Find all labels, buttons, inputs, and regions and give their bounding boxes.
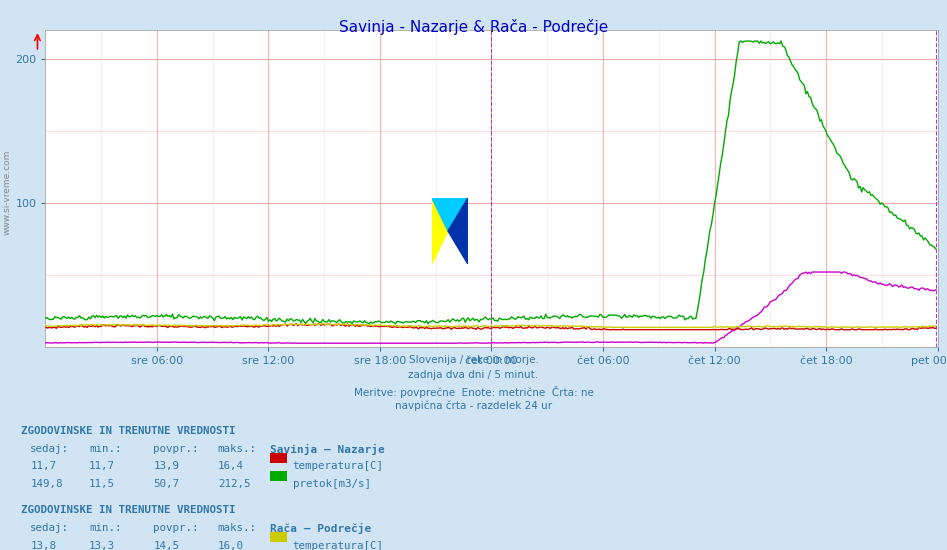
- Text: temperatura[C]: temperatura[C]: [293, 541, 384, 550]
- Text: Slovenija / reke in morje.: Slovenija / reke in morje.: [408, 355, 539, 365]
- Text: 13,3: 13,3: [89, 541, 115, 550]
- Text: 11,5: 11,5: [89, 479, 115, 489]
- Text: 11,7: 11,7: [89, 461, 115, 471]
- Text: povpr.:: povpr.:: [153, 444, 199, 454]
- Text: Savinja – Nazarje: Savinja – Nazarje: [270, 444, 384, 455]
- Text: temperatura[C]: temperatura[C]: [293, 461, 384, 471]
- Text: min.:: min.:: [89, 523, 121, 533]
- Text: sedaj:: sedaj:: [30, 444, 69, 454]
- Text: maks.:: maks.:: [218, 523, 257, 533]
- Text: povpr.:: povpr.:: [153, 523, 199, 533]
- Polygon shape: [448, 198, 468, 264]
- Text: Meritve: povprečne  Enote: metrične  Črta: ne: Meritve: povprečne Enote: metrične Črta:…: [353, 386, 594, 398]
- Text: 11,7: 11,7: [30, 461, 56, 471]
- Text: min.:: min.:: [89, 444, 121, 454]
- Text: Rača – Podrečje: Rača – Podrečje: [270, 523, 371, 534]
- Text: pretok[m3/s]: pretok[m3/s]: [293, 479, 370, 489]
- Polygon shape: [432, 198, 448, 264]
- Text: zadnja dva dni / 5 minut.: zadnja dva dni / 5 minut.: [408, 370, 539, 380]
- Text: maks.:: maks.:: [218, 444, 257, 454]
- Text: 13,8: 13,8: [30, 541, 56, 550]
- Polygon shape: [432, 198, 468, 231]
- Text: 16,4: 16,4: [218, 461, 243, 471]
- Text: sedaj:: sedaj:: [30, 523, 69, 533]
- Text: ZGODOVINSKE IN TRENUTNE VREDNOSTI: ZGODOVINSKE IN TRENUTNE VREDNOSTI: [21, 505, 236, 515]
- Text: 16,0: 16,0: [218, 541, 243, 550]
- Text: 13,9: 13,9: [153, 461, 179, 471]
- Text: 14,5: 14,5: [153, 541, 179, 550]
- Text: 212,5: 212,5: [218, 479, 250, 489]
- Text: 50,7: 50,7: [153, 479, 179, 489]
- Text: navpična črta - razdelek 24 ur: navpična črta - razdelek 24 ur: [395, 401, 552, 411]
- Text: ZGODOVINSKE IN TRENUTNE VREDNOSTI: ZGODOVINSKE IN TRENUTNE VREDNOSTI: [21, 426, 236, 436]
- Text: 149,8: 149,8: [30, 479, 63, 489]
- Text: Savinja - Nazarje & Rača - Podrečje: Savinja - Nazarje & Rača - Podrečje: [339, 19, 608, 35]
- Text: www.si-vreme.com: www.si-vreme.com: [3, 150, 12, 235]
